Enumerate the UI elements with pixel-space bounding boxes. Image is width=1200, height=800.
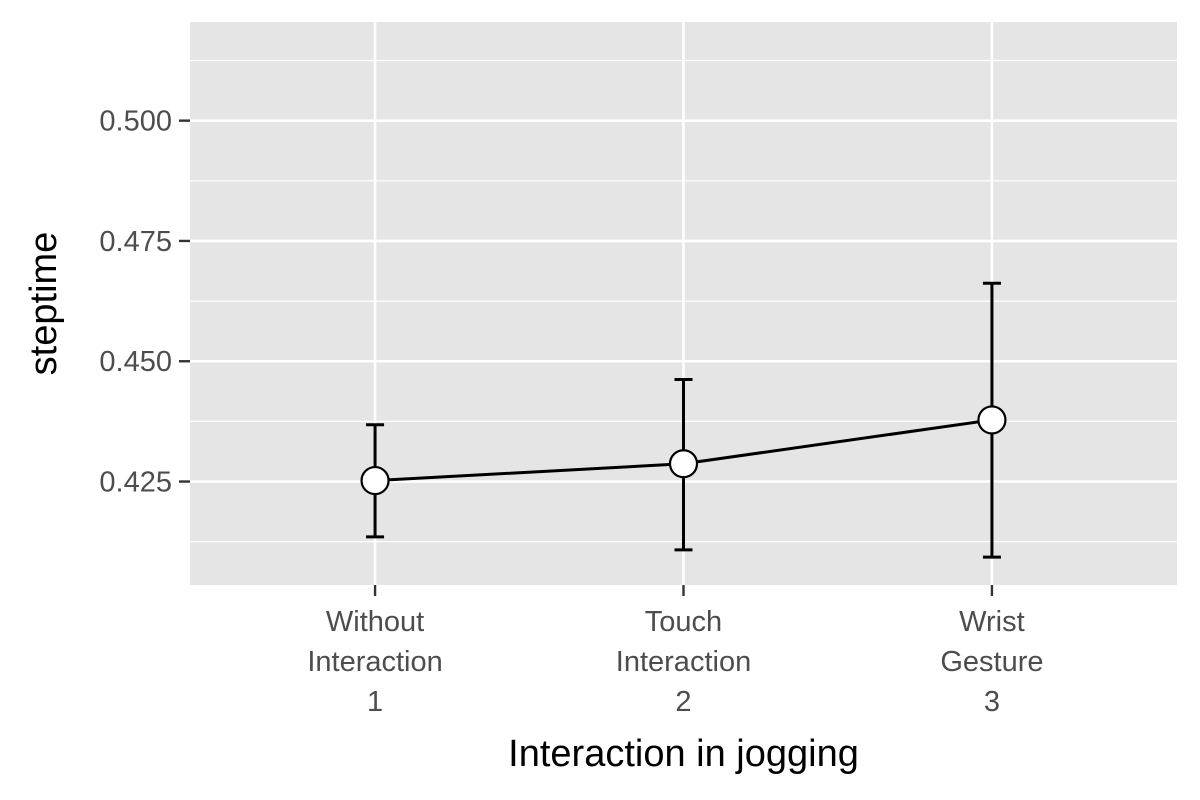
x-tick-label-line: Touch (645, 606, 722, 638)
x-tick-label-line: Gesture (940, 646, 1043, 678)
y-tick-label: 0.450 (99, 346, 172, 378)
x-tick-label-line: 3 (984, 686, 1000, 718)
y-tick-label: 0.425 (99, 467, 172, 499)
x-tick-label-line: 1 (367, 686, 383, 718)
y-tick-label: 0.475 (99, 226, 172, 258)
data-point (977, 405, 1007, 435)
data-point (360, 465, 390, 496)
x-tick-label-line: Interaction (616, 646, 751, 678)
y-axis-title: steptime (23, 232, 65, 376)
x-tick-label-line: Interaction (307, 646, 442, 678)
y-tick-label: 0.500 (99, 106, 172, 138)
x-tick-label: Without Interaction 1 (307, 606, 442, 718)
x-tick-label-line: 2 (675, 686, 691, 718)
x-axis-title: Interaction in jogging (508, 733, 859, 775)
x-tick-label: Touch Interaction 2 (616, 606, 751, 718)
x-axis: Without Interaction 1 Touch Interaction 2 Wris… (307, 585, 1044, 718)
x-tick-label-line: Wrist (959, 606, 1025, 638)
x-tick-label-line: Without (326, 606, 424, 638)
data-points (360, 405, 1007, 496)
x-tick-label: Wrist Gesture 3 (940, 606, 1043, 718)
y-axis: 0.425 0.450 0.475 0.500 (99, 106, 190, 499)
data-point (668, 449, 699, 479)
